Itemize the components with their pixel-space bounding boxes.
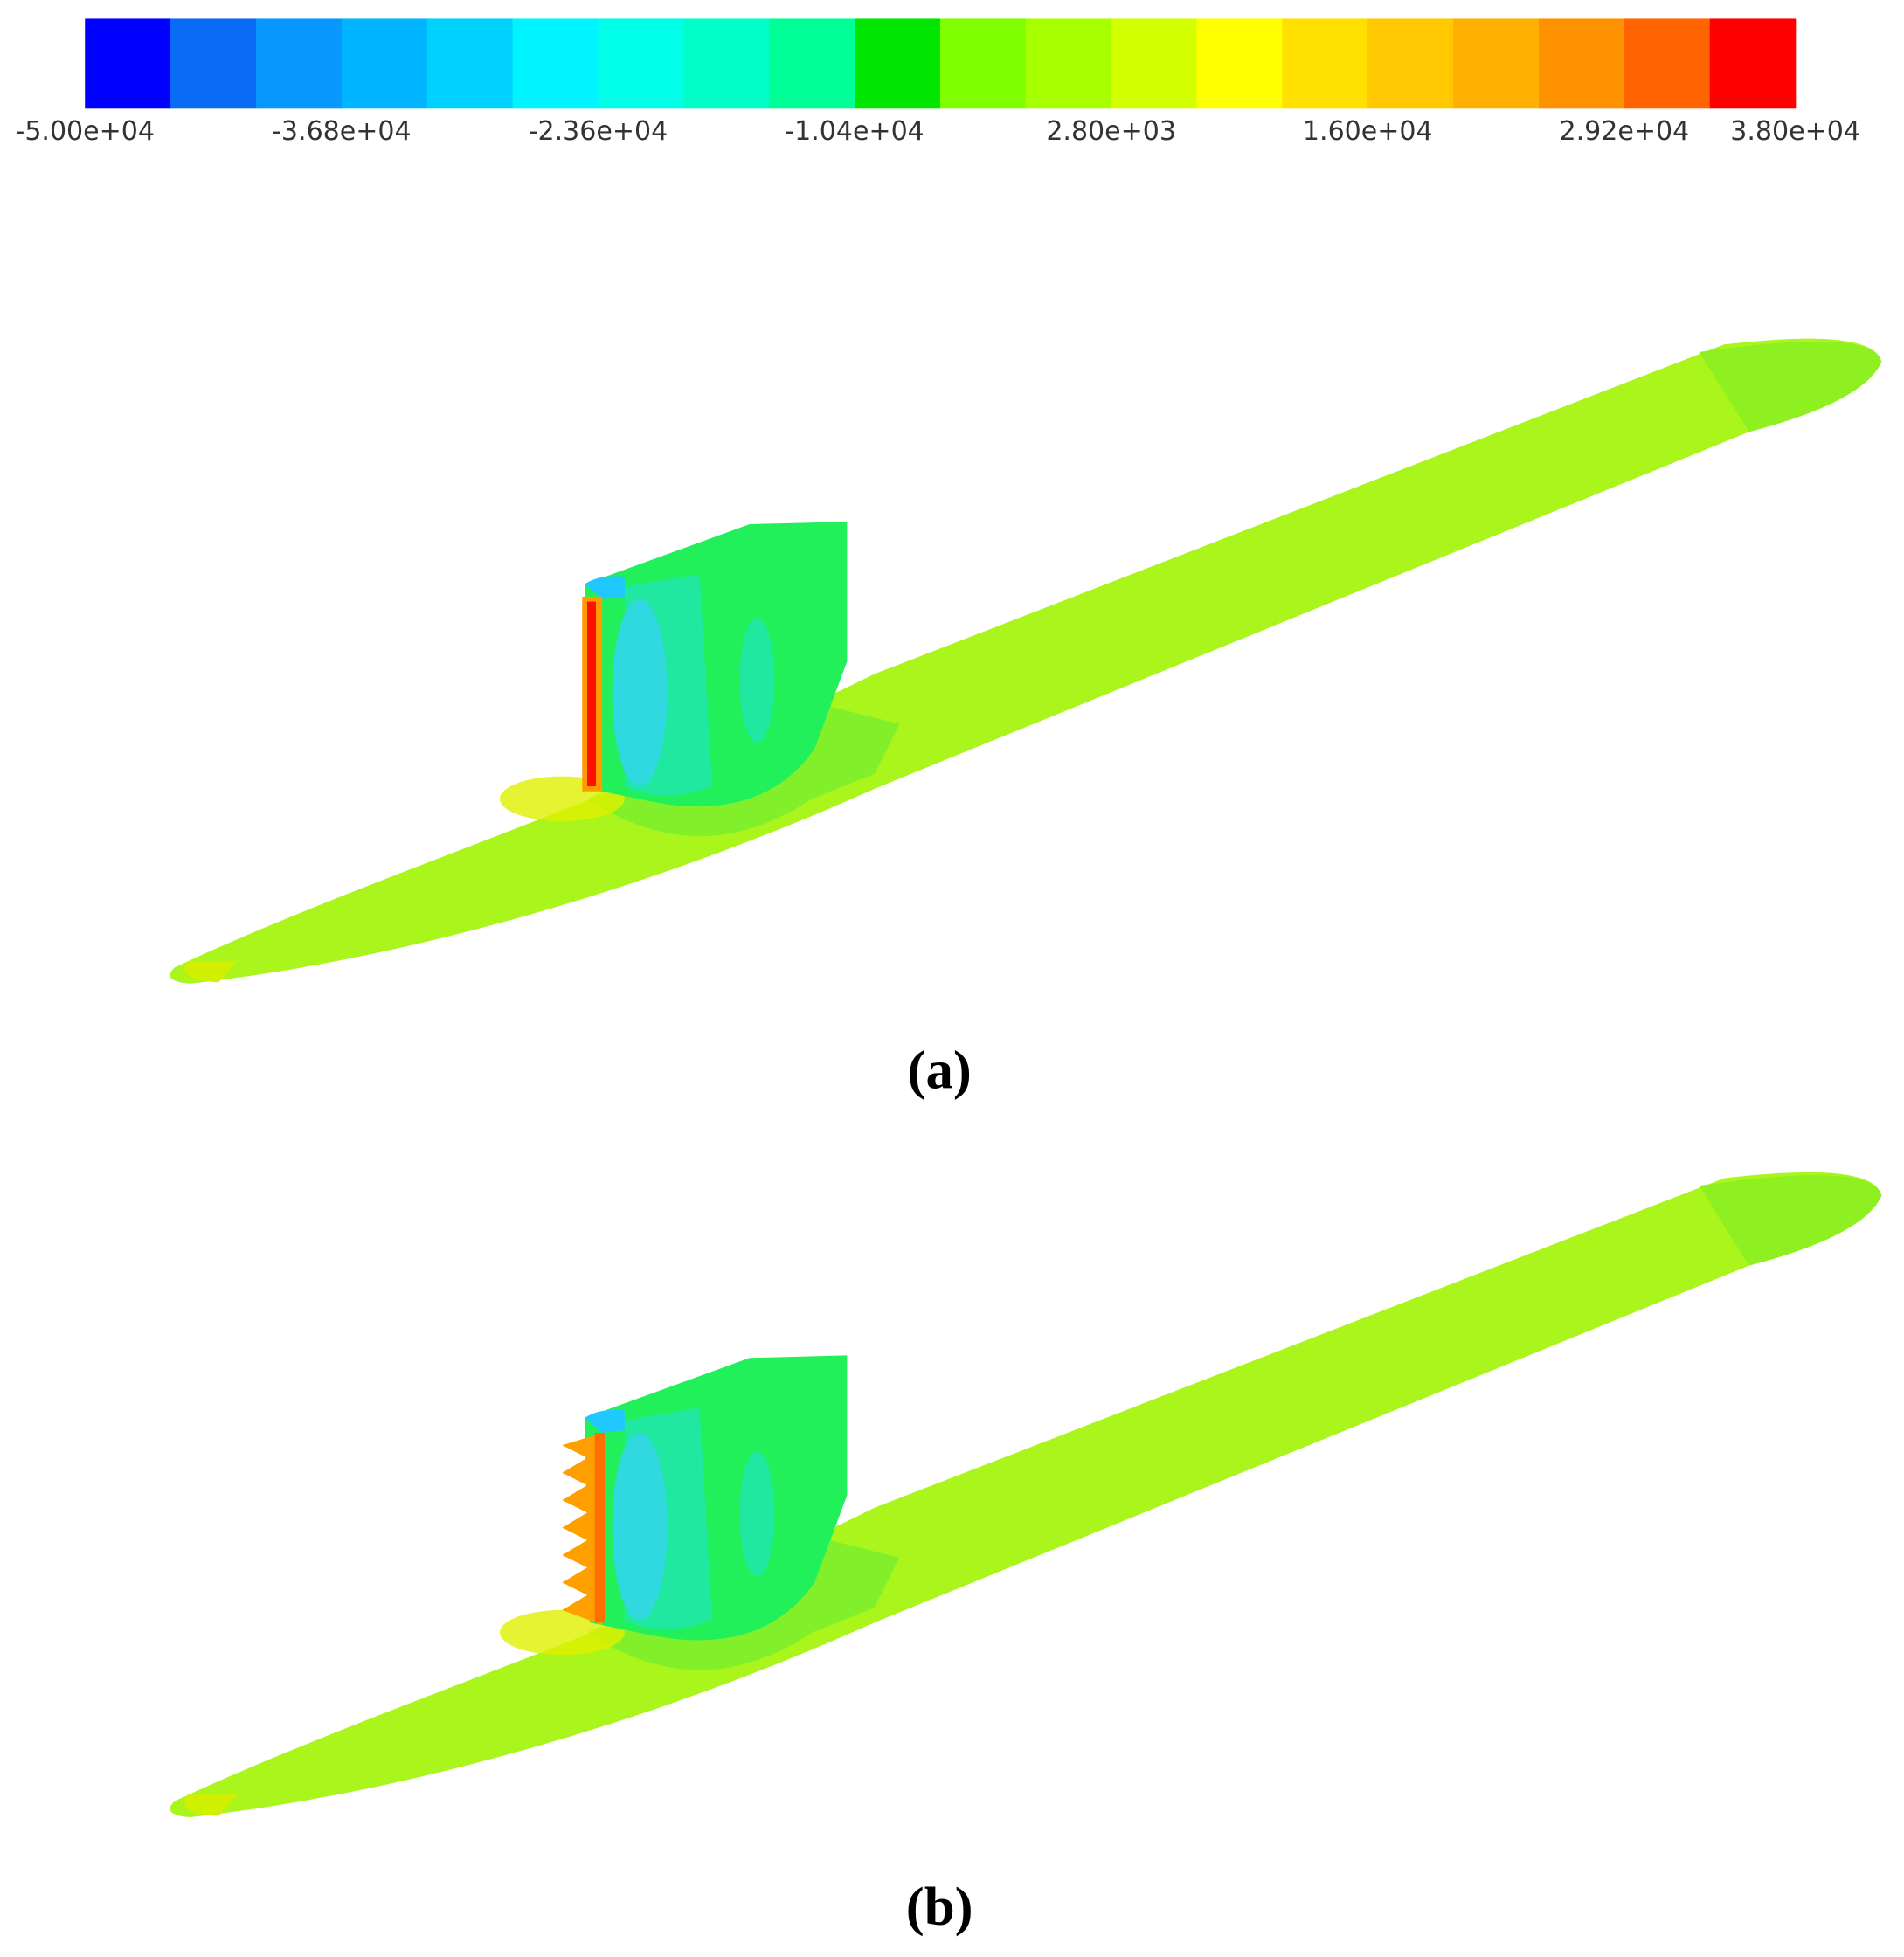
colorbar-band — [1453, 18, 1540, 109]
submarine-a — [170, 338, 1882, 984]
panel-label: (b) — [906, 1876, 973, 1937]
colorbar-band — [85, 18, 171, 109]
colorbar-band — [683, 18, 770, 109]
colorbar-tick-label: 2.80e+03 — [1046, 116, 1176, 147]
colorbar-band — [1111, 18, 1198, 109]
colorbar-band — [1709, 18, 1797, 109]
colorbar-band — [1624, 18, 1711, 109]
colorbar-band — [1196, 18, 1284, 109]
submarine-b — [170, 1172, 1882, 1817]
colorbar-tick-label: -5.00e+04 — [15, 116, 154, 147]
colorbar-band — [598, 18, 685, 109]
colorbar-band — [426, 18, 514, 109]
panel-label: (a) — [908, 1040, 972, 1101]
colorbar-band — [769, 18, 855, 109]
colorbar-band — [341, 18, 428, 109]
colorbar-tick-label: -2.36e+04 — [529, 116, 668, 147]
colorbar: -5.00e+04 -3.68e+04 -2.36e+04 -1.04e+04 2.80… — [15, 18, 1860, 147]
colorbar-band — [512, 18, 599, 109]
colorbar-band — [1025, 18, 1112, 109]
colorbar-band — [255, 18, 343, 109]
colorbar-band — [1282, 18, 1368, 109]
colorbar-tick-label: -1.04e+04 — [785, 116, 924, 147]
colorbar-tick-label: 2.92e+04 — [1560, 116, 1690, 147]
colorbar-tick-label: 1.60e+04 — [1303, 116, 1433, 147]
colorbar-tick-label: -3.68e+04 — [272, 116, 411, 147]
colorbar-band — [1367, 18, 1454, 109]
colorbar-band — [939, 18, 1027, 109]
colorbar-tick-label: 3.80e+04 — [1730, 116, 1860, 147]
colorbar-band — [855, 18, 941, 109]
colorbar-band — [1539, 18, 1625, 109]
colorbar-band — [170, 18, 257, 109]
